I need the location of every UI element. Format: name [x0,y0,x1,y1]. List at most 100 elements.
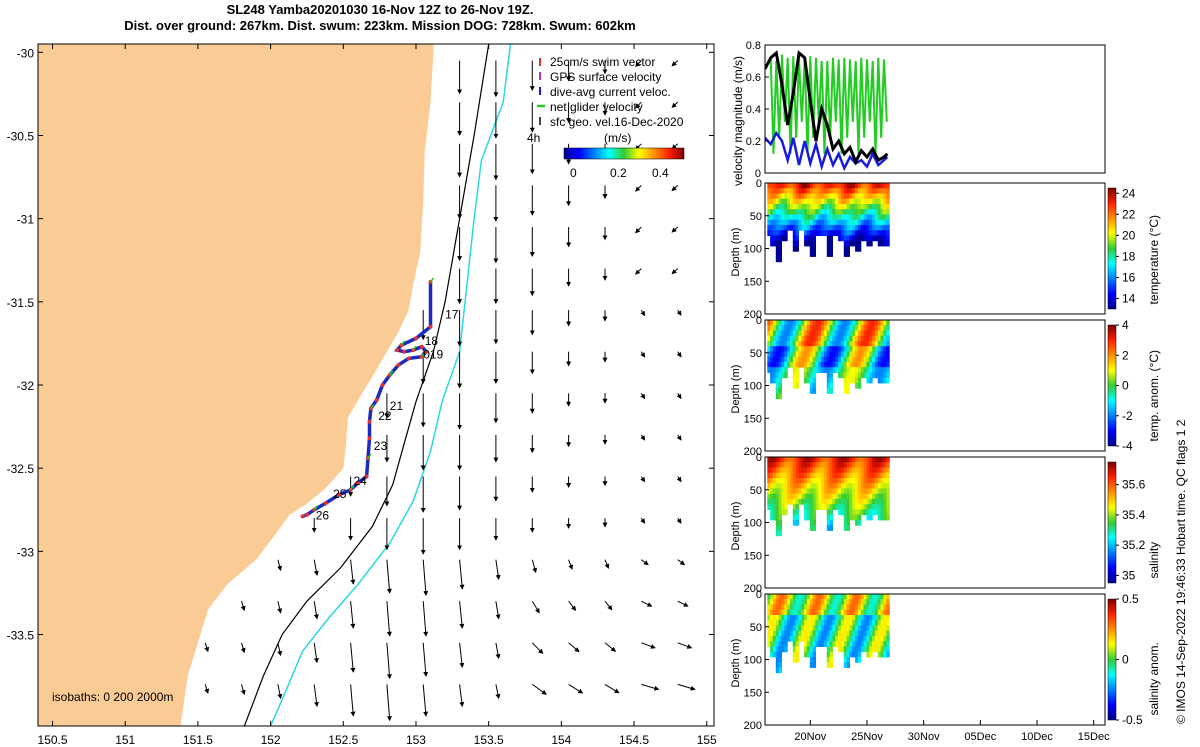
section-cell [843,361,848,368]
section-cell [869,198,873,205]
section-cell [795,198,799,205]
velocity-arrow [641,642,656,649]
section-cell [787,361,791,368]
section-cell [792,646,797,653]
section-cell [883,188,887,194]
section-cell [804,509,808,516]
section-cell [775,462,780,468]
section-cell [801,214,805,221]
depth-tick-label: 100 [744,655,762,667]
section-cell [835,457,839,463]
section-cell [778,240,782,247]
section-cell [883,214,887,221]
section-cell [798,330,802,337]
section-cell [832,599,836,605]
section-cell [849,341,853,347]
section-cell [821,346,825,352]
section-cell [772,467,777,474]
section-cell [823,498,828,505]
section-cell [772,330,777,337]
section-cell [838,599,842,605]
section-cell [809,656,814,663]
section-cell [795,504,799,510]
section-cell [775,245,780,252]
section-cell [872,630,876,637]
section-cell [781,224,785,231]
section-cell [846,341,850,347]
section-cell [843,388,848,394]
section-cell [877,219,882,226]
section-cell [795,478,799,484]
section-cell [857,615,862,621]
section-cell [846,472,850,479]
section-cell [792,498,797,505]
section-cell [835,599,839,605]
velocity-arrow [676,517,682,524]
section-cell [778,335,782,342]
velocity-arrow [422,601,429,637]
section-cell [792,635,797,642]
section-cell [843,330,848,337]
section-cell [857,219,862,226]
section-cell [775,656,780,663]
section-cell [872,330,876,337]
section-cell [829,245,833,252]
section-cell [821,367,825,373]
section-cell [775,609,780,616]
section-cell [829,525,833,531]
section-cell [883,235,887,242]
section-cell [806,325,811,331]
section-cell [852,214,856,221]
track-point [428,324,433,329]
section-cell [823,325,828,331]
section-cell [840,351,845,358]
section-cell [778,656,782,663]
section-cell [877,599,882,605]
section-cell [855,367,859,373]
section-cell [775,488,780,495]
section-cell [829,488,833,495]
section-cell [818,367,822,373]
section-cell [840,361,845,368]
section-cell [829,498,833,505]
section-cell [863,351,867,358]
section-cell [880,609,884,616]
section-cell [880,641,884,647]
section-cell [840,346,845,352]
section-cell [849,472,853,479]
section-cell [775,483,780,489]
section-cell [857,604,862,611]
section-cell [795,493,799,500]
section-cell [778,367,782,373]
section-cell [787,193,791,200]
velocity-arrow [495,559,501,580]
section-cell [787,483,791,489]
section-cell [795,609,799,616]
section-cell [863,214,867,221]
section-cell [835,620,839,626]
section-cell [823,472,828,479]
section-cell [823,193,828,200]
section-cell [795,519,799,526]
section-cell [840,367,845,373]
track-point [406,356,411,361]
section-cell [781,193,785,200]
section-cell [778,609,782,616]
section-cell [792,514,797,521]
section-cell [815,604,819,611]
section-cell [855,620,859,626]
section-cell [852,599,856,605]
section-cell [789,356,794,363]
colorbar-title: salinity [1147,542,1161,579]
section-cell [823,356,828,363]
section-cell [877,335,882,342]
section-cell [829,377,833,384]
section-cell [849,330,853,337]
section-cell [823,504,828,510]
section-cell [770,483,774,489]
section-cell [821,198,825,205]
section-cell [877,198,882,205]
section-cell [812,335,816,342]
section-cell [838,335,842,342]
section-cell [826,341,831,347]
